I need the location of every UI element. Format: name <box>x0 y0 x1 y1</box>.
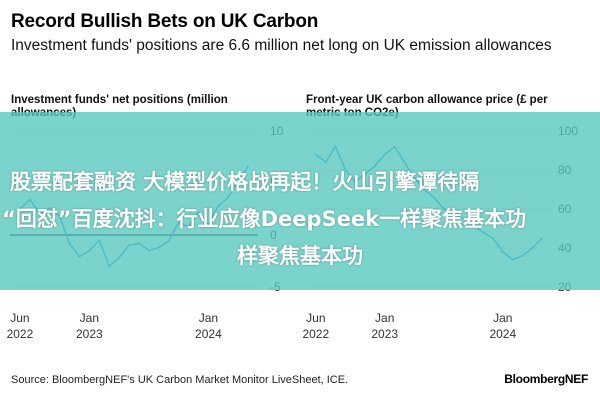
source-note: Source: BloombergNEF's UK Carbon Market … <box>11 374 349 386</box>
x-tick-label: Jun <box>10 311 29 325</box>
x-tick-year-label: 2022 <box>302 327 329 341</box>
x-tick-label: Jun <box>306 311 325 325</box>
chart-subtitle: Investment funds' positions are 6.6 mill… <box>11 37 552 54</box>
x-tick-label: Jan <box>493 311 512 325</box>
x-tick-label: Jan <box>80 311 99 325</box>
x-tick-year-label: 2023 <box>76 327 103 341</box>
x-tick-year-label: 2022 <box>7 327 34 341</box>
overlay-text-line-2: “回怼”百度沈抖：行业应像DeepSeek一样聚焦基本功 <box>2 207 527 231</box>
x-tick-year-label: 2023 <box>371 327 398 341</box>
overlay-text-line-1: 股票配套融资 大模型价格战再起！火山引擎谭待隔 <box>10 170 480 194</box>
chart-title: Record Bullish Bets on UK Carbon <box>11 11 319 32</box>
x-tick-year-label: 2024 <box>489 327 516 341</box>
overlay-banner <box>0 112 600 290</box>
x-tick-label: Jan <box>199 311 218 325</box>
x-tick-year-label: 2024 <box>195 327 222 341</box>
overlay-text-line-3: 样聚焦基本功 <box>237 244 363 268</box>
x-tick-label: Jan <box>375 311 394 325</box>
brand-logo: BloombergNEF <box>504 372 588 386</box>
